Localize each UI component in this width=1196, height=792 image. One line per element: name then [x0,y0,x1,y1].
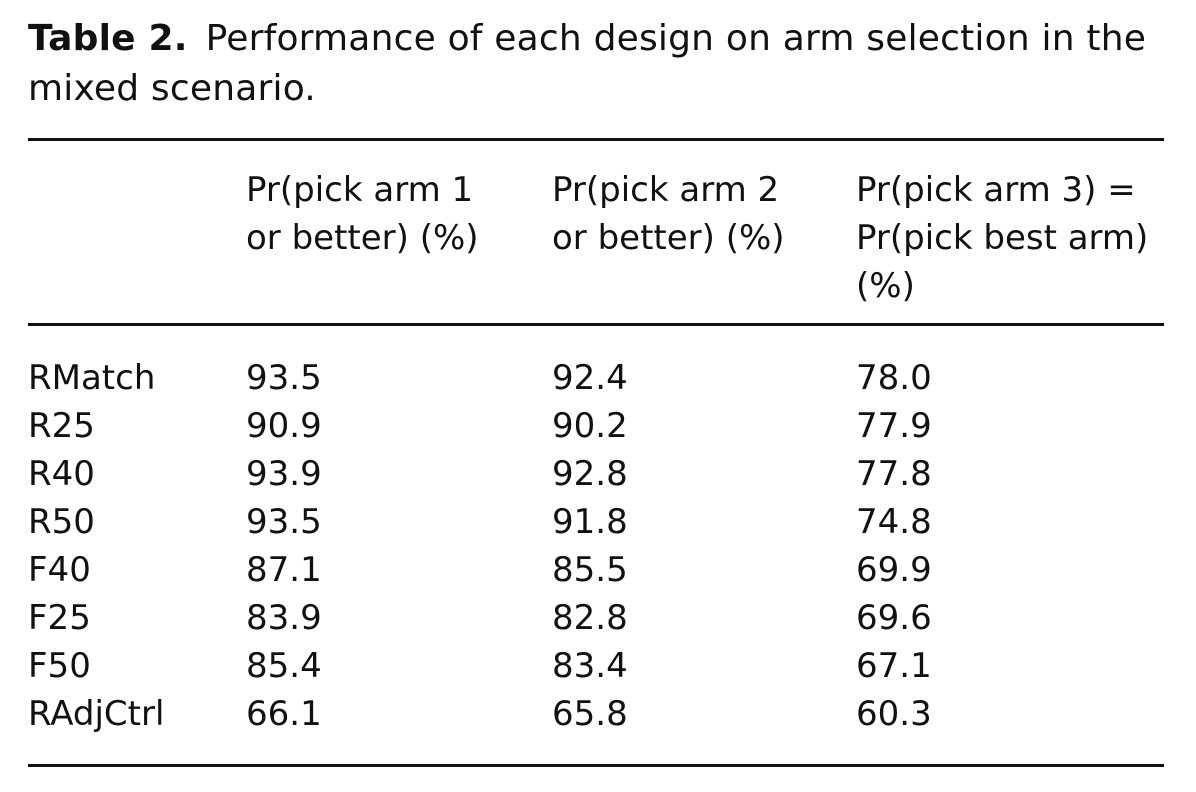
arm2-cell: 92.8 [552,454,628,494]
design-cell: F25 [28,598,91,638]
arm1-cell: 83.9 [246,598,322,638]
design-cell: F50 [28,646,91,686]
table-row: R40 93.9 92.8 77.8 [0,450,1196,498]
column-header-arm1: Pr(pick arm 1 or better) (%) [246,170,479,258]
arm3-cell: 69.9 [856,550,932,590]
arm1-cell: 87.1 [246,550,322,590]
table-row: R50 93.5 91.8 74.8 [0,498,1196,546]
arm3-cell: 60.3 [856,694,932,734]
arm3-cell: 67.1 [856,646,932,686]
table-row: F40 87.1 85.5 69.9 [0,546,1196,594]
arm1-cell: 93.5 [246,358,322,398]
arm2-cell: 90.2 [552,406,628,446]
arm3-cell: 74.8 [856,502,932,542]
column-header-arm2: Pr(pick arm 2 or better) (%) [552,170,785,258]
arm3-cell: 78.0 [856,358,932,398]
table-row: RAdjCtrl 66.1 65.8 60.3 [0,690,1196,738]
table-caption: Table 2. Performance of each design on ar… [28,14,1168,114]
arm2-cell: 83.4 [552,646,628,686]
header-rule [28,323,1164,326]
table-row: RMatch 93.5 92.4 78.0 [0,354,1196,402]
design-cell: RAdjCtrl [28,694,165,734]
design-cell: F40 [28,550,91,590]
arm1-cell: 66.1 [246,694,322,734]
arm3-cell: 77.8 [856,454,932,494]
arm2-cell: 85.5 [552,550,628,590]
design-cell: R25 [28,406,95,446]
table-caption-text: Performance of each design on arm select… [28,18,1147,109]
arm1-cell: 85.4 [246,646,322,686]
arm2-cell: 92.4 [552,358,628,398]
design-cell: RMatch [28,358,156,398]
arm1-cell: 93.9 [246,454,322,494]
table-row: F50 85.4 83.4 67.1 [0,642,1196,690]
arm2-cell: 82.8 [552,598,628,638]
arm3-cell: 77.9 [856,406,932,446]
arm1-cell: 93.5 [246,502,322,542]
design-cell: R40 [28,454,95,494]
table-row: F25 83.9 82.8 69.6 [0,594,1196,642]
column-header-arm3: Pr(pick arm 3) = Pr(pick best arm) (%) [856,170,1149,306]
bottom-rule [28,764,1164,767]
arm2-cell: 65.8 [552,694,628,734]
arm3-cell: 69.6 [856,598,932,638]
arm1-cell: 90.9 [246,406,322,446]
top-rule [28,138,1164,141]
table-label: Table 2. [28,18,188,59]
table-row: R25 90.9 90.2 77.9 [0,402,1196,450]
arm2-cell: 91.8 [552,502,628,542]
design-cell: R50 [28,502,95,542]
